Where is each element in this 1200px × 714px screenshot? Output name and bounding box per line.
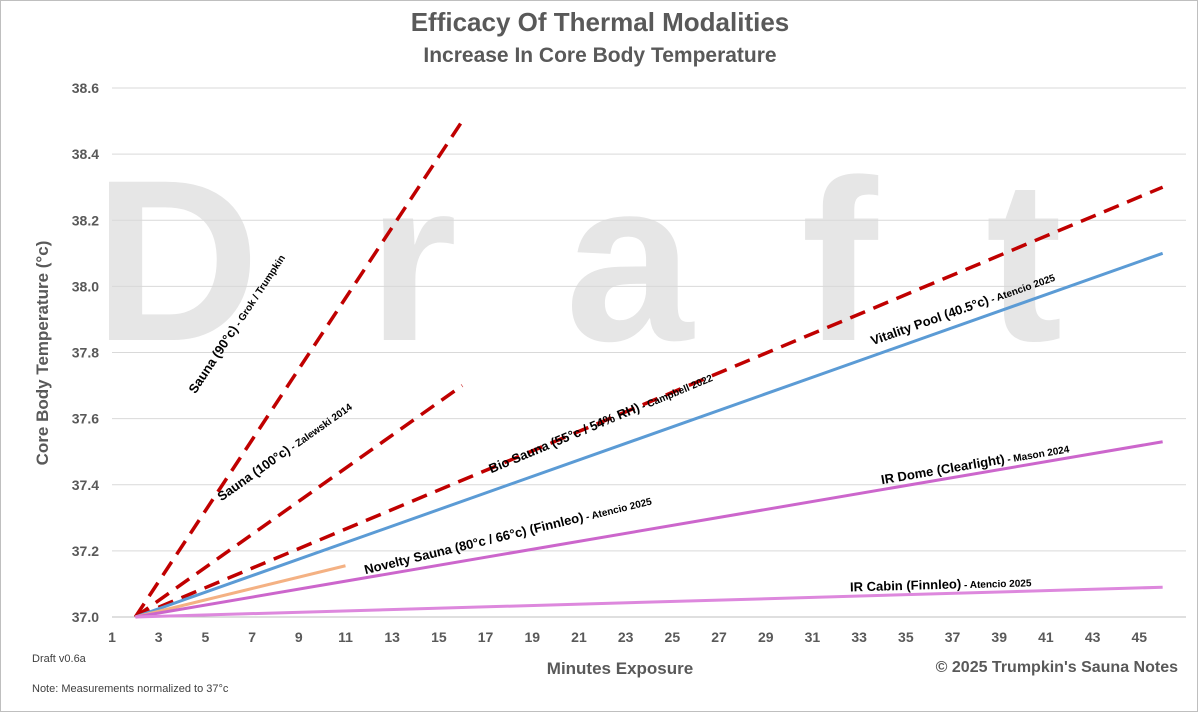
x-tick-label: 21 <box>571 629 587 645</box>
y-tick-label: 38.4 <box>72 146 99 162</box>
x-tick-label: 31 <box>805 629 821 645</box>
series-lines <box>133 120 1164 619</box>
version-label: Draft v0.6a <box>32 653 86 665</box>
x-tick-label: 33 <box>851 629 867 645</box>
y-tick-label: 37.4 <box>72 477 99 493</box>
x-tick-label: 11 <box>338 629 353 645</box>
y-tick-label: 38.6 <box>72 80 99 96</box>
x-tick-label: 45 <box>1132 629 1148 645</box>
x-tick-label: 5 <box>201 629 209 645</box>
y-tick-label: 37.6 <box>72 411 99 427</box>
series-line-4 <box>134 251 1164 619</box>
x-tick-labels: 1 3 5 7 9 11 13 15 17 19 21 23 25 27 29 31 33 35 37 39 41 43 4… <box>108 629 1147 645</box>
series-line-3 <box>134 185 1164 619</box>
x-tick-label: 7 <box>248 629 256 645</box>
y-tick-label: 38.2 <box>72 212 99 228</box>
y-tick-label: 37.0 <box>72 609 99 625</box>
x-tick-label: 35 <box>898 629 914 645</box>
series-line-7 <box>135 585 1163 619</box>
x-axis-label: Minutes Exposure <box>546 659 694 678</box>
x-tick-label: 25 <box>665 629 681 645</box>
x-tick-label: 15 <box>431 629 447 645</box>
series-line-6 <box>135 440 1163 619</box>
watermark-text: Draft <box>94 132 1171 389</box>
x-tick-label: 41 <box>1038 629 1054 645</box>
x-tick-label: 23 <box>618 629 634 645</box>
series-line-2 <box>134 384 464 619</box>
x-tick-label: 9 <box>295 629 303 645</box>
x-tick-label: 43 <box>1085 629 1101 645</box>
x-tick-label: 17 <box>478 629 494 645</box>
series-label-2: Sauna (100°c) - Zalewski 2014 <box>214 398 354 504</box>
x-tick-label: 39 <box>991 629 1007 645</box>
x-tick-label: 3 <box>155 629 163 645</box>
x-tick-label: 27 <box>711 629 727 645</box>
footnote: Note: Measurements normalized to 37°c <box>32 683 229 695</box>
x-tick-label: 19 <box>524 629 540 645</box>
grid-lines <box>112 87 1186 618</box>
copyright-label: © 2025 Trumpkin's Sauna Notes <box>935 659 1178 676</box>
x-tick-label: 29 <box>758 629 774 645</box>
y-tick-label: 37.8 <box>72 345 99 361</box>
x-tick-label: 13 <box>384 629 400 645</box>
chart-title: Efficacy Of Thermal Modalities <box>410 7 790 37</box>
series-line-5 <box>134 564 346 619</box>
y-tick-label: 37.2 <box>72 543 99 559</box>
series-label-7: IR Cabin (Finnleo) - Atencio 2025 <box>850 574 1032 594</box>
y-tick-labels: 37.0 37.2 37.4 37.6 37.8 38.0 38.2 38.4 38.6 <box>72 80 99 625</box>
y-tick-label: 38.0 <box>72 278 99 294</box>
chart-subtitle: Increase In Core Body Temperature <box>423 44 777 67</box>
y-axis-label: Core Body Temperature (°c) <box>33 241 52 466</box>
x-tick-label: 37 <box>945 629 961 645</box>
x-tick-label: 1 <box>108 629 116 645</box>
